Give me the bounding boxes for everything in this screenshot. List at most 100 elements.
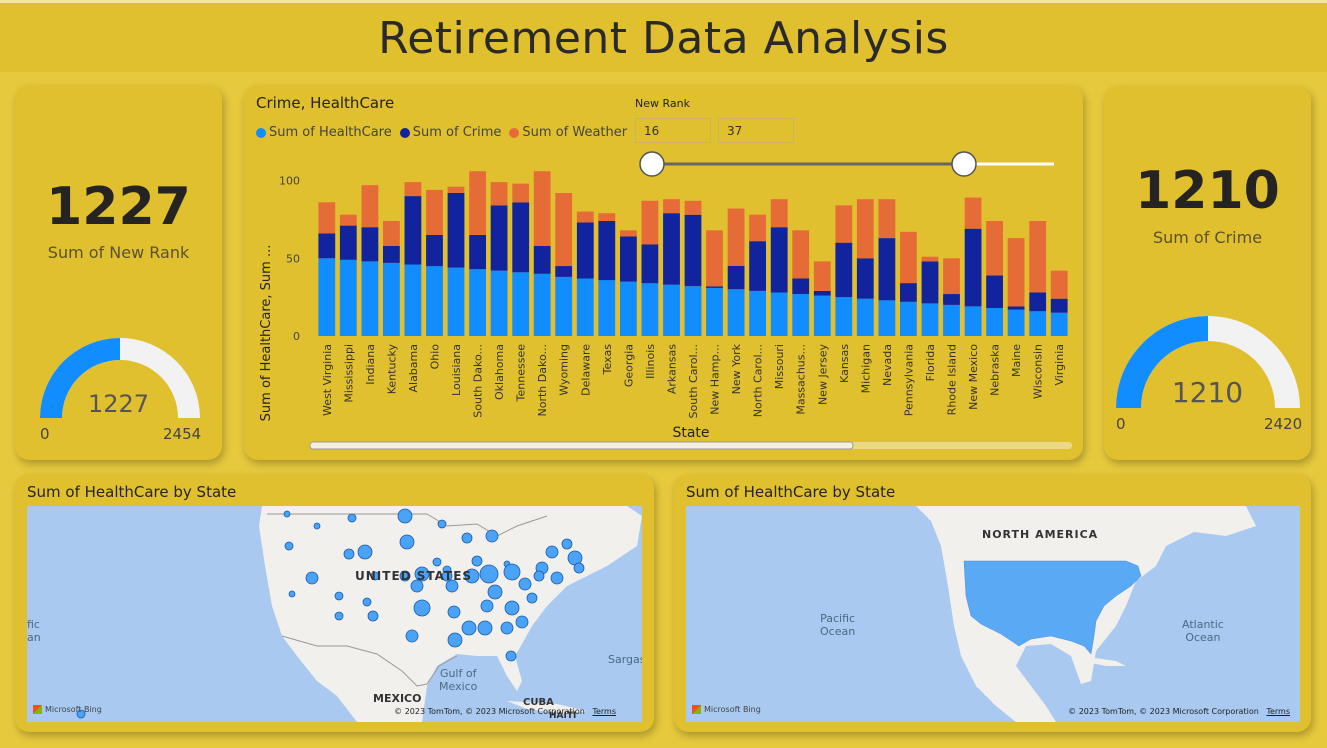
bar-segment[interactable] bbox=[1007, 238, 1025, 307]
bar-segment[interactable] bbox=[813, 261, 831, 291]
slider-handle-min[interactable] bbox=[639, 151, 665, 177]
bar-segment[interactable] bbox=[469, 235, 486, 270]
bar-segment[interactable] bbox=[900, 231, 917, 284]
bar-segment[interactable] bbox=[533, 273, 551, 336]
map-bubble[interactable] bbox=[362, 597, 372, 607]
bar-segment[interactable] bbox=[576, 222, 594, 279]
bar-segment[interactable] bbox=[576, 278, 594, 337]
bar-segment[interactable] bbox=[856, 258, 874, 299]
map-bubble[interactable] bbox=[471, 555, 483, 567]
bar-segment[interactable] bbox=[964, 197, 982, 229]
bar-chart-plot[interactable]: Sum of HealthCare, Sum ... State 050100 … bbox=[244, 85, 1083, 460]
map-bubble[interactable] bbox=[397, 508, 413, 524]
map-bubble[interactable] bbox=[410, 579, 424, 593]
bar-segment[interactable] bbox=[1050, 270, 1068, 299]
bar-segment[interactable] bbox=[792, 294, 810, 336]
bar-segment[interactable] bbox=[339, 225, 357, 260]
bar-segment[interactable] bbox=[770, 199, 788, 228]
bar-segment[interactable] bbox=[1029, 292, 1047, 312]
map-bubble[interactable] bbox=[461, 620, 477, 636]
bar-segment[interactable] bbox=[749, 214, 766, 242]
bar-segment[interactable] bbox=[856, 199, 874, 259]
map-bubble[interactable] bbox=[288, 590, 296, 598]
bar-segment[interactable] bbox=[620, 230, 637, 237]
map-bubble[interactable] bbox=[485, 529, 499, 543]
map-bubble[interactable] bbox=[461, 532, 473, 544]
map-bubble[interactable] bbox=[437, 519, 447, 529]
bar-segment[interactable] bbox=[361, 185, 379, 228]
stacked-bar-chart-card[interactable]: Crime, HealthCare Sum of HealthCare Sum … bbox=[244, 85, 1083, 460]
map-bubble[interactable] bbox=[405, 629, 419, 643]
bar-segment[interactable] bbox=[1029, 221, 1047, 293]
bar-segment[interactable] bbox=[426, 266, 443, 336]
map-bubble[interactable] bbox=[515, 615, 529, 629]
map-bubble[interactable] bbox=[357, 544, 373, 560]
filled-map[interactable]: NORTH AMERICA Pacific Ocean Atlantic Oce… bbox=[686, 506, 1300, 722]
map-bubble[interactable] bbox=[487, 584, 503, 600]
gauge-chart[interactable] bbox=[15, 325, 222, 445]
bar-segment[interactable] bbox=[339, 259, 357, 336]
bar-segment[interactable] bbox=[576, 211, 594, 223]
map-bubble[interactable] bbox=[545, 545, 559, 559]
bar-segment[interactable] bbox=[986, 308, 1003, 336]
map-bubble[interactable] bbox=[343, 548, 355, 560]
map-bubble[interactable] bbox=[399, 570, 411, 582]
terms-link[interactable]: Terms bbox=[592, 707, 616, 716]
bar-segment[interactable] bbox=[706, 230, 723, 287]
bar-segment[interactable] bbox=[813, 290, 831, 296]
map-bubble[interactable] bbox=[313, 522, 321, 530]
map-bubble[interactable] bbox=[334, 591, 344, 601]
legend-item-weather[interactable]: Sum of Weather bbox=[509, 125, 627, 140]
bar-segment[interactable] bbox=[1050, 312, 1068, 336]
bar-segment[interactable] bbox=[512, 183, 530, 203]
bar-segment[interactable] bbox=[835, 205, 853, 243]
bar-segment[interactable] bbox=[706, 286, 723, 288]
map-bubble[interactable] bbox=[477, 620, 493, 636]
bar-segment[interactable] bbox=[490, 270, 508, 336]
bar-segment[interactable] bbox=[943, 304, 960, 336]
bar-segment[interactable] bbox=[598, 280, 616, 336]
bar-segment[interactable] bbox=[318, 202, 336, 234]
map-bubble[interactable] bbox=[305, 571, 319, 585]
bar-segment[interactable] bbox=[555, 266, 573, 277]
bar-segment[interactable] bbox=[1007, 309, 1025, 336]
bubble-map[interactable]: UNITED STATES Gulf of Mexico MEXICO CUBA… bbox=[27, 506, 642, 722]
bar-segment[interactable] bbox=[426, 235, 443, 267]
bar-segment[interactable] bbox=[921, 256, 939, 262]
bar-segment[interactable] bbox=[318, 233, 336, 259]
map-bubble[interactable] bbox=[432, 557, 442, 567]
bar-segment[interactable] bbox=[727, 289, 745, 336]
bar-segment[interactable] bbox=[856, 298, 874, 336]
bar-segment[interactable] bbox=[684, 200, 702, 215]
map-bubble[interactable] bbox=[550, 571, 564, 585]
map-bubble[interactable] bbox=[334, 611, 344, 621]
bar-segment[interactable] bbox=[512, 272, 530, 336]
bar-segment[interactable] bbox=[878, 300, 896, 336]
bar-segment[interactable] bbox=[770, 227, 788, 293]
bar-segment[interactable] bbox=[1007, 306, 1025, 310]
gauge-chart[interactable] bbox=[1104, 301, 1311, 421]
bar-segment[interactable] bbox=[835, 242, 853, 298]
bar-segment[interactable] bbox=[964, 228, 982, 307]
bar-segment[interactable] bbox=[835, 297, 853, 336]
bar-segment[interactable] bbox=[878, 199, 896, 239]
bar-segment[interactable] bbox=[986, 275, 1003, 308]
map-bubble[interactable] bbox=[347, 513, 357, 523]
bar-segment[interactable] bbox=[447, 193, 465, 268]
map-bubble[interactable] bbox=[518, 577, 532, 591]
bar-segment[interactable] bbox=[447, 186, 465, 193]
kpi-card-new-rank[interactable]: 1227 Sum of New Rank 1227 0 2454 bbox=[15, 85, 222, 460]
bar-segment[interactable] bbox=[620, 236, 637, 282]
bar-segment[interactable] bbox=[684, 286, 702, 336]
map-bubble[interactable] bbox=[561, 538, 573, 550]
bar-segment[interactable] bbox=[426, 189, 443, 235]
bar-segment[interactable] bbox=[641, 283, 659, 336]
bar-segment[interactable] bbox=[404, 196, 422, 265]
bar-segment[interactable] bbox=[383, 221, 400, 246]
map-bubble[interactable] bbox=[504, 600, 520, 616]
bar-segment[interactable] bbox=[900, 283, 917, 302]
map-bubble[interactable] bbox=[441, 570, 453, 582]
bar-segment[interactable] bbox=[943, 294, 960, 305]
bar-segment[interactable] bbox=[339, 214, 357, 226]
filled-map-card[interactable]: Sum of HealthCare by State NORTH AMERICA… bbox=[674, 474, 1311, 732]
